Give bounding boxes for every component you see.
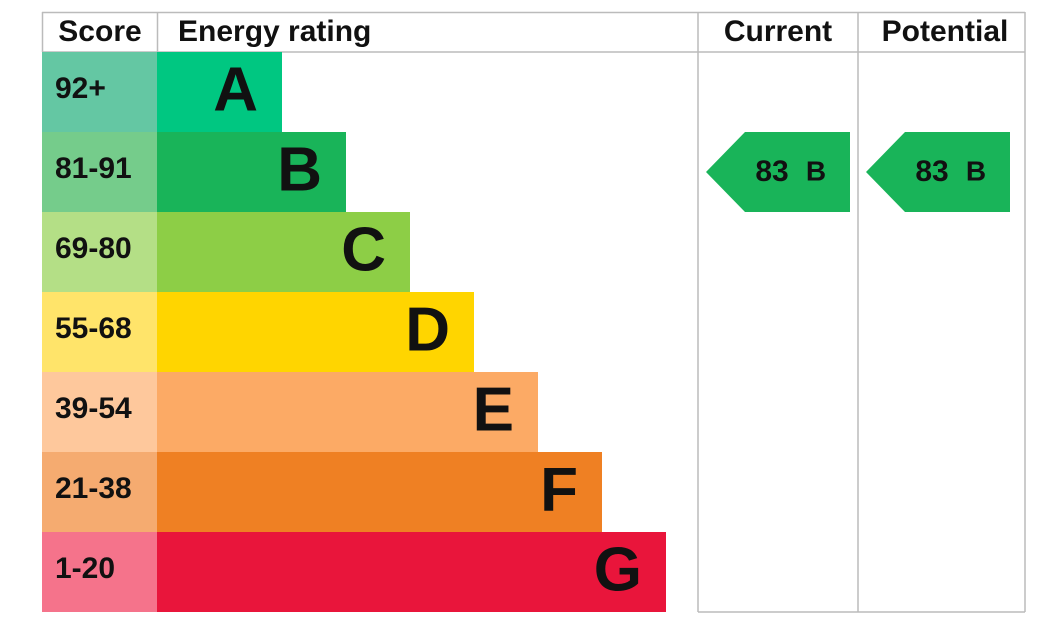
header-potential: Potential [882,15,1009,48]
score-cell [42,452,157,532]
score-cell [42,532,157,612]
rating-letter: B [277,135,322,204]
potential-value: 83 [915,155,948,188]
rating-letter: E [473,375,514,444]
rating-bar [157,372,538,452]
score-range: 55-68 [55,312,132,345]
score-range: 1-20 [55,552,115,585]
score-range: 21-38 [55,472,132,505]
rating-bar [157,132,346,212]
rating-letter: F [540,455,578,524]
score-range: 92+ [55,72,106,105]
current-value: 83 [755,155,788,188]
header-rating: Energy rating [178,15,371,48]
rating-letter: A [213,55,258,124]
score-cell [42,372,157,452]
current-arrow [706,132,850,212]
rating-letter: C [341,215,386,284]
score-range: 69-80 [55,232,132,265]
rating-bar [157,212,410,292]
header-score: Score [58,15,141,48]
rating-letter: G [594,535,642,604]
rating-letter: D [405,295,450,364]
header-current: Current [724,15,832,48]
rating-bar [157,292,474,372]
rating-bar [157,452,602,532]
rating-bar [157,532,666,612]
potential-letter: B [966,155,986,186]
potential-arrow [866,132,1010,212]
score-range: 39-54 [55,392,132,425]
score-range: 81-91 [55,152,132,185]
score-cell [42,292,157,372]
rating-bar [157,52,282,132]
current-letter: B [806,155,826,186]
score-cell [42,212,157,292]
score-cell [42,52,157,132]
score-cell [42,132,157,212]
